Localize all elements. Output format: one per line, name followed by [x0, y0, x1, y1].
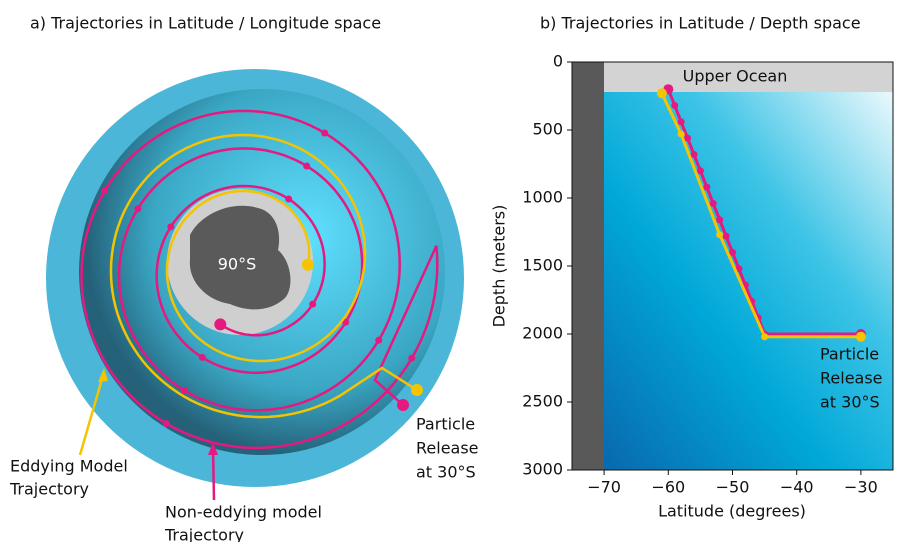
- annotation: Particle: [820, 345, 879, 364]
- y-axis-label: Depth (meters): [490, 205, 509, 328]
- y-tick-label: 2000: [522, 324, 563, 343]
- trajectory-point: [710, 200, 717, 207]
- annotation: at 30°S: [416, 463, 476, 482]
- trajectory-point: [723, 233, 730, 240]
- land: [572, 62, 604, 470]
- trajectory-dot: [163, 420, 170, 427]
- annotation: Eddying Model: [10, 457, 128, 476]
- y-tick-label: 1500: [522, 256, 563, 275]
- trajectory-dot: [181, 387, 188, 394]
- x-tick-label: −50: [716, 478, 750, 497]
- non-eddying-arrow: [213, 448, 214, 500]
- trajectory-dot: [321, 130, 328, 137]
- trajectory-point: [716, 216, 723, 223]
- trajectory-dot: [167, 223, 174, 230]
- trajectory-dot: [309, 301, 316, 308]
- trajectory-dot: [199, 354, 206, 361]
- region-label: Upper Ocean: [683, 67, 788, 86]
- trajectory-dot: [303, 163, 310, 170]
- trajectory-point: [856, 332, 866, 342]
- annotation: Release: [820, 369, 883, 388]
- y-tick-label: 3000: [522, 460, 563, 479]
- panel-b-title: b) Trajectories in Latitude / Depth spac…: [540, 14, 861, 33]
- trajectory-point: [716, 231, 723, 238]
- release-dot: [411, 384, 423, 396]
- trajectory-dot: [101, 187, 108, 194]
- annotation: Release: [416, 439, 479, 458]
- trajectory-point: [678, 131, 685, 138]
- trajectory-point: [657, 88, 667, 98]
- x-tick-label: −40: [780, 478, 814, 497]
- y-tick-label: 0: [553, 52, 563, 71]
- x-axis-label: Latitude (degrees): [658, 502, 806, 521]
- annotation: Particle: [416, 415, 475, 434]
- trajectory-point: [761, 333, 768, 340]
- trajectory-point: [678, 118, 685, 125]
- center-label: 90°S: [218, 255, 257, 274]
- trajectory-dot: [285, 196, 292, 203]
- y-tick-label: 1000: [522, 188, 563, 207]
- x-tick-label: −60: [651, 478, 685, 497]
- trajectory-dot: [408, 355, 415, 362]
- trajectory-dot: [134, 205, 141, 212]
- start-dot: [214, 318, 226, 330]
- y-tick-label: 500: [532, 120, 563, 139]
- trajectory-point: [690, 151, 697, 158]
- annotation: at 30°S: [820, 393, 880, 412]
- annotation: Non-eddying model: [165, 503, 322, 522]
- annotation: Trajectory: [9, 480, 89, 499]
- release-dot: [397, 399, 409, 411]
- trajectory-point: [703, 184, 710, 191]
- trajectory-point: [671, 102, 678, 109]
- annotation: Trajectory: [164, 526, 244, 542]
- y-tick-label: 2500: [522, 392, 563, 411]
- start-dot: [302, 259, 314, 271]
- trajectory-point: [697, 167, 704, 174]
- trajectory-dot: [375, 337, 382, 344]
- figure: a) Trajectories in Latitude / Longitude …: [0, 0, 919, 542]
- x-tick-label: −30: [844, 478, 878, 497]
- panel-a-title: a) Trajectories in Latitude / Longitude …: [30, 14, 381, 33]
- x-tick-label: −70: [587, 478, 621, 497]
